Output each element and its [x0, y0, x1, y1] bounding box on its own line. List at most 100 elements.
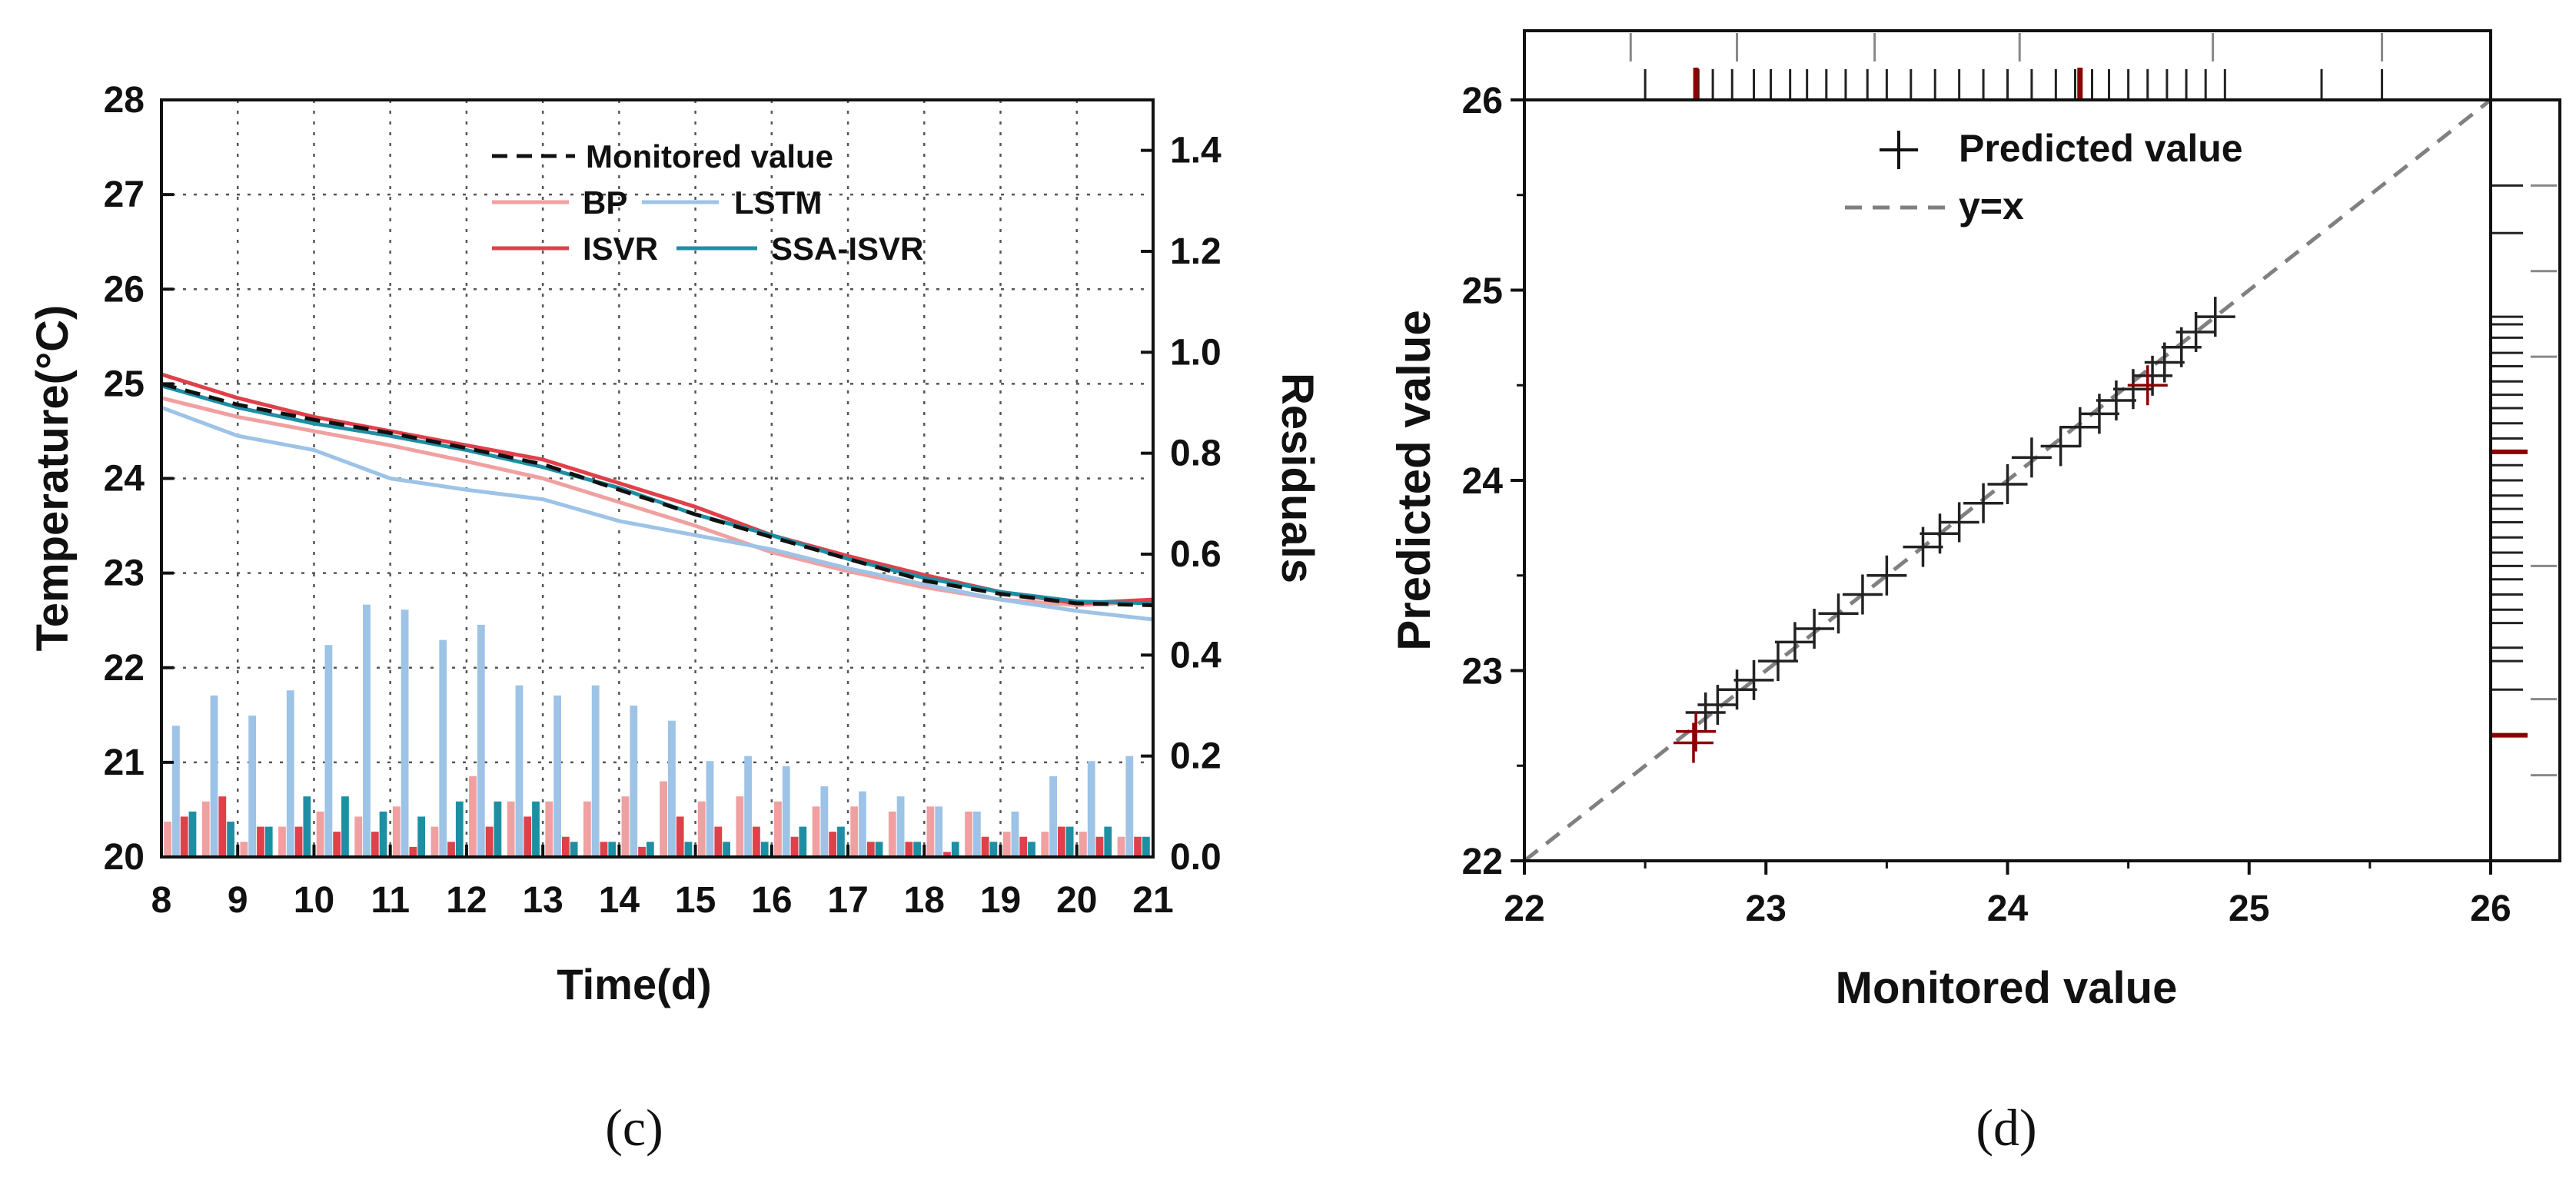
d-legend: Predicted value y=x: [1845, 127, 2243, 228]
c-bar-isvr: [600, 842, 608, 857]
c-bar-lstm: [1087, 761, 1095, 857]
c-bar-lstm: [820, 786, 829, 857]
c-ytick-right-label: 0.4: [1170, 635, 1222, 676]
c-line-lstm: [161, 405, 1154, 622]
c-bar-bp: [201, 801, 210, 857]
c-xtick-label: 15: [675, 880, 716, 921]
c-ytick-left-label: 24: [104, 459, 145, 500]
c-line-ssa-isvr: [161, 384, 1154, 606]
c-bar-bp: [392, 806, 401, 857]
c-bar-isvr: [943, 852, 951, 857]
d-xtick-label: 22: [1504, 888, 1544, 929]
c-bar-ssa-isvr: [227, 822, 234, 857]
c-bar-ssa-isvr: [646, 842, 654, 857]
c-bar-lstm: [859, 791, 866, 857]
c-bar-isvr: [866, 842, 875, 857]
c-bar-isvr: [829, 832, 837, 857]
c-bar-bp: [469, 776, 477, 857]
d-xtick-label: 24: [1987, 888, 2029, 929]
c-xtick-label: 18: [904, 880, 945, 921]
c-ytick-left-label: 23: [104, 553, 145, 594]
c-bar-ssa-isvr: [913, 842, 922, 857]
c-bar-bp: [926, 806, 935, 857]
d-right-rug: [2491, 184, 2557, 777]
c-bar-bp: [965, 811, 972, 857]
c-bar-ssa-isvr: [1142, 836, 1150, 857]
c-bar-bp: [545, 801, 553, 857]
c-bar-ssa-isvr: [1104, 826, 1112, 857]
c-bar-isvr: [1019, 836, 1028, 857]
c-bar-lstm: [935, 806, 943, 857]
c-bar-isvr: [1134, 836, 1142, 857]
c-bar-bp: [1041, 832, 1049, 857]
c-bar-isvr: [1095, 836, 1104, 857]
legend-bp-label: BP: [583, 184, 627, 221]
c-bar-isvr: [409, 846, 417, 857]
c-bar-lstm: [248, 716, 257, 857]
c-bar-ssa-isvr: [760, 842, 769, 857]
c-bar-isvr: [753, 826, 760, 857]
c-bar-ssa-isvr: [532, 801, 540, 857]
c-panel-label: (c): [605, 1098, 663, 1157]
c-ylabel-right: Residuals: [1272, 373, 1322, 583]
c-bar-bp: [430, 826, 439, 857]
d-ticks: 22 23 24 25 26 22 23 24 25 26: [1462, 81, 2511, 929]
c-xtick-label: 9: [228, 880, 248, 921]
c-bar-bp: [736, 796, 744, 857]
c-bar-bp: [1117, 836, 1125, 857]
c-bar-lstm: [553, 695, 561, 857]
c-bar-bp: [354, 816, 363, 857]
c-ylabel-left: Temperature(°C): [28, 305, 78, 652]
c-bar-isvr: [447, 842, 455, 857]
c-bar-ssa-isvr: [1028, 842, 1035, 857]
c-xtick-label: 19: [980, 880, 1021, 921]
c-bar-isvr: [1057, 826, 1065, 857]
c-ytick-left-label: 25: [104, 364, 145, 404]
d-ytick-label: 24: [1462, 461, 1504, 502]
c-bar-ssa-isvr: [341, 796, 349, 857]
chart-c: 8 9 10 11 12 13 14 15 16 17 18 19 20 21 20 21 22 23 24 25 26…: [28, 80, 1322, 1157]
c-bar-isvr: [218, 796, 227, 857]
c-bar-lstm: [1011, 811, 1019, 857]
c-bar-bp: [583, 801, 591, 857]
c-bar-isvr: [905, 842, 913, 857]
c-ytick-right-label: 1.0: [1170, 332, 1222, 373]
c-xtick-label: 8: [151, 880, 172, 921]
c-bar-ssa-isvr: [684, 842, 693, 857]
c-ytick-left-label: 20: [104, 837, 145, 878]
c-bar-lstm: [172, 726, 180, 857]
c-bar-isvr: [638, 846, 646, 857]
c-ytick-left-label: 22: [104, 648, 145, 689]
c-bar-lstm: [744, 756, 753, 857]
c-bar-lstm: [706, 761, 714, 857]
c-xtick-label: 20: [1056, 880, 1097, 921]
c-bar-bp: [812, 806, 820, 857]
c-xtick-label: 14: [599, 880, 640, 921]
c-ticks: 8 9 10 11 12 13 14 15 16 17 18 19 20 21 20 21 22 23 24 25 26…: [104, 80, 1222, 921]
c-bar-ssa-isvr: [799, 826, 807, 857]
c-bar-isvr: [714, 826, 723, 857]
c-bar-ssa-isvr: [379, 811, 387, 857]
c-ytick-right-label: 0.0: [1170, 837, 1222, 878]
c-bar-lstm: [668, 720, 676, 857]
c-bar-lstm: [477, 624, 485, 857]
c-bar-bp: [507, 801, 515, 857]
c-bar-lstm: [363, 604, 371, 857]
c-bar-bp: [697, 801, 706, 857]
d-xtick-label: 23: [1746, 888, 1787, 929]
c-bar-lstm: [630, 706, 638, 857]
legend-points-label: Predicted value: [1959, 127, 2243, 170]
c-xtick-label: 13: [522, 880, 563, 921]
c-ytick-left-label: 28: [104, 80, 145, 121]
c-bar-ssa-isvr: [608, 842, 617, 857]
c-ytick-left-label: 21: [104, 742, 145, 783]
c-xtick-label: 21: [1132, 880, 1173, 921]
c-bar-ssa-isvr: [417, 816, 426, 857]
c-bar-isvr: [981, 836, 989, 857]
c-bar-isvr: [180, 816, 188, 857]
c-bar-ssa-isvr: [455, 801, 464, 857]
c-bar-ssa-isvr: [951, 842, 959, 857]
c-xtick-label: 12: [446, 880, 487, 921]
c-series-lines: [161, 372, 1154, 622]
c-bar-isvr: [561, 836, 570, 857]
